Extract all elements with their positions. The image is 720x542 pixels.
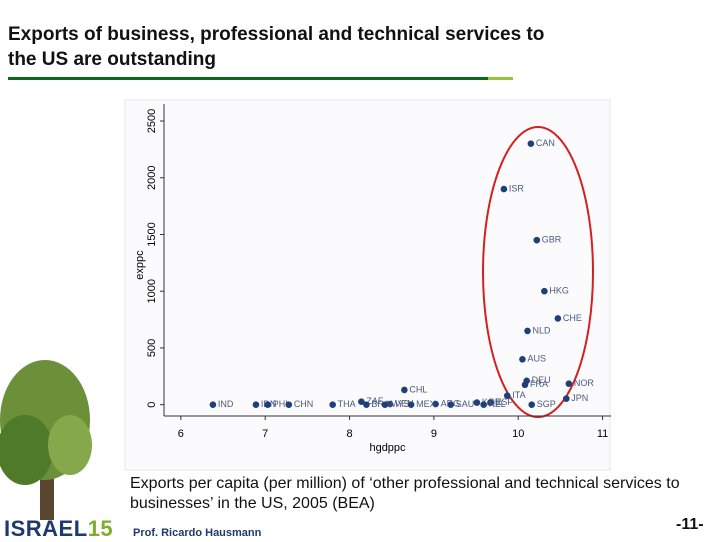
- x-tick-label: 7: [262, 428, 268, 440]
- point-label: SGP: [537, 399, 556, 409]
- author: Prof. Ricardo Hausmann: [133, 527, 262, 539]
- point-label: NZL: [489, 399, 506, 409]
- point: [363, 401, 370, 408]
- point-label: NLD: [533, 325, 552, 335]
- point: [473, 399, 481, 406]
- x-tick-label: 11: [597, 428, 608, 440]
- point: [521, 381, 529, 389]
- x-tick-label: 6: [178, 428, 184, 440]
- point: [541, 287, 548, 295]
- point-label: CHN: [294, 399, 314, 409]
- point-label: PHL: [273, 399, 291, 409]
- y-tick-label: 1500: [146, 222, 158, 246]
- slide-title: Exports of business, professional and te…: [8, 22, 544, 72]
- y-axis-label: exppc: [134, 250, 146, 280]
- point: [386, 400, 394, 408]
- title-rule: [8, 77, 513, 80]
- point: [554, 315, 562, 322]
- point: [503, 392, 511, 399]
- point-label: MYS: [390, 399, 410, 409]
- caption: Exports per capita (per million) of ‘oth…: [130, 475, 680, 512]
- point-label: HKG: [549, 286, 569, 296]
- point: [329, 401, 336, 408]
- point-label: ESP: [495, 397, 513, 407]
- point: [209, 401, 217, 408]
- x-axis-label: hgdppc: [369, 442, 406, 454]
- point-label: IND: [218, 399, 234, 409]
- point: [358, 398, 365, 406]
- page-number: -11-: [676, 516, 704, 533]
- point: [264, 401, 272, 408]
- point: [519, 355, 526, 363]
- point-label: BRA: [371, 399, 390, 409]
- point: [480, 401, 487, 408]
- point-label: NOR: [574, 378, 595, 388]
- logo: ISRAEL15: [4, 516, 113, 542]
- plot-background: [124, 99, 611, 471]
- point: [563, 395, 570, 402]
- point: [487, 399, 494, 406]
- point-label: GBR: [542, 235, 562, 245]
- point: [401, 386, 408, 394]
- y-tick-label: 1000: [146, 279, 158, 303]
- point-label: THA: [338, 399, 356, 409]
- point-label: DEU: [532, 375, 551, 385]
- point-label: SAU: [456, 399, 475, 409]
- point-label: ZAF: [366, 396, 384, 406]
- point: [500, 185, 508, 193]
- point: [527, 140, 535, 148]
- point: [533, 236, 541, 244]
- point-label: MEX: [416, 399, 436, 409]
- point-label: JPN: [571, 393, 588, 403]
- point-label: ITA: [512, 390, 525, 400]
- y-tick-label: 0: [146, 402, 158, 408]
- point-label: VEN: [395, 398, 414, 408]
- logo-number: 15: [87, 516, 114, 541]
- y-tick-label: 2000: [146, 166, 158, 190]
- x-tick-label: 10: [512, 428, 524, 440]
- point: [407, 401, 415, 408]
- point-label: CHE: [563, 313, 582, 323]
- point: [381, 401, 389, 408]
- point-label: AUS: [527, 354, 546, 364]
- point-label: CAN: [536, 138, 555, 148]
- logo-word: ISRAEL: [4, 516, 88, 541]
- point: [252, 401, 260, 408]
- tree: [0, 360, 92, 520]
- x-tick-label: 8: [346, 428, 352, 440]
- point: [528, 401, 536, 408]
- point: [285, 401, 293, 408]
- point: [447, 401, 455, 408]
- point: [565, 380, 573, 387]
- point: [432, 400, 439, 408]
- highlight-ellipse: [482, 126, 594, 418]
- title-line: the US are outstanding: [8, 49, 216, 70]
- y-tick-label: 2500: [146, 109, 158, 133]
- point-label: ISR: [509, 183, 525, 193]
- y-tick-label: 500: [146, 339, 158, 357]
- title-line: Exports of business, professional and te…: [8, 24, 545, 45]
- point: [524, 327, 531, 335]
- point-label: CHL: [409, 384, 427, 394]
- x-tick-label: 9: [431, 428, 437, 440]
- point-label: FRA: [530, 379, 548, 389]
